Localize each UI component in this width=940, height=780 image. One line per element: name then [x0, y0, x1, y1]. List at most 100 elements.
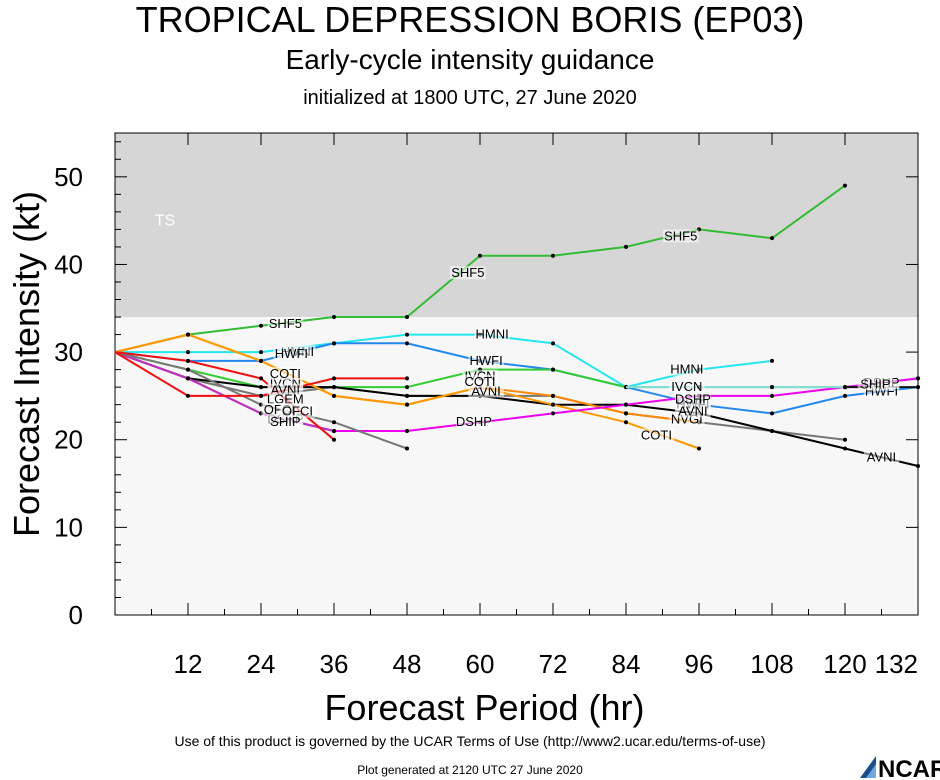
series-point [332, 437, 336, 442]
series-ship [114, 351, 409, 398]
chart-subtitle: Early-cycle intensity guidance [285, 44, 655, 75]
series-point [551, 367, 555, 372]
series-point [624, 244, 628, 249]
x-tick-label: 108 [750, 649, 793, 679]
series-point [405, 393, 409, 398]
series-point [770, 393, 774, 398]
series-label-bg [279, 404, 316, 418]
series-label-bg [857, 377, 894, 391]
series-label-bg [273, 346, 310, 360]
series-point [843, 446, 847, 451]
generated-time-text: Plot generated at 2120 UTC 27 June 2020 [357, 763, 583, 777]
y-tick-label: 50 [54, 162, 83, 192]
series-point [624, 420, 628, 425]
series-point [770, 236, 774, 241]
series-line-hmni [115, 333, 773, 389]
series-point [405, 341, 409, 346]
x-tick-label: 12 [174, 649, 203, 679]
series-point [259, 323, 263, 328]
series-label-dshp: DSHP [456, 414, 492, 429]
series-point [332, 341, 336, 346]
series-label-coti: COTI [641, 427, 672, 442]
chart-title: TROPICAL DEPRESSION BORIS (EP03) [135, 0, 805, 40]
series-point [551, 402, 555, 407]
series-label-hmni: HMNI [670, 362, 703, 377]
series-label-bg [474, 327, 510, 341]
series-label-bg [468, 353, 504, 367]
series-label-dshp: DSHP [675, 391, 711, 406]
x-tick-label: 48 [393, 649, 422, 679]
series-point [697, 446, 701, 451]
series-point [186, 376, 190, 381]
series-label-bg [662, 229, 699, 243]
series-point [624, 402, 628, 407]
x-tick-label: 60 [466, 649, 495, 679]
series-point [186, 393, 190, 398]
series-point [843, 437, 847, 442]
ncar-logo-mark-inner [866, 764, 876, 778]
x-tick-label: 24 [247, 649, 276, 679]
y-tick-label: 0 [69, 600, 83, 630]
init-time-line: initialized at 1800 UTC, 27 June 2020 [303, 87, 637, 109]
series-point [405, 446, 409, 451]
series-label-ofci: OFCI [282, 404, 313, 419]
series-point [259, 385, 263, 390]
series-point [770, 358, 774, 363]
series-point [405, 428, 409, 433]
terms-of-use-text: Use of this product is governed by the U… [174, 733, 766, 749]
series-label-hwfi: HWFI [275, 346, 308, 361]
series-point [405, 332, 409, 337]
series-point [843, 183, 847, 188]
intensity-chart: TS 0 10 20 30 40 50 12 24 36 48 60 72 84 96 108 120 132 Fo… [6, 132, 920, 728]
x-tick-label: 120 [823, 649, 866, 679]
series-coti [114, 332, 701, 451]
series-point [770, 385, 774, 390]
series-label-shf5: SHF5 [451, 265, 484, 280]
series-label-bg [638, 428, 675, 442]
series-label-bg [456, 415, 492, 429]
x-tick-label: 84 [612, 649, 641, 679]
series-point [332, 420, 336, 425]
series-label-bg [669, 362, 705, 376]
series-point [478, 253, 482, 258]
series-point [551, 341, 555, 346]
series-label-coti: COTI [464, 374, 495, 389]
x-axis-title: Forecast Period (hr) [324, 687, 644, 728]
series-label-lgem: LGEM [267, 391, 304, 406]
series-point [770, 411, 774, 416]
series-label-bg [267, 415, 304, 429]
ts-band [115, 133, 918, 318]
series-label-bg [267, 367, 304, 380]
series-point [843, 393, 847, 398]
y-tick-label: 20 [54, 425, 83, 455]
series-label-bg [450, 266, 486, 280]
series-label-bg [863, 450, 900, 464]
series-point [332, 393, 336, 398]
series-label-bg [267, 317, 304, 331]
series-line-avni [114, 351, 919, 467]
series-label-bg [267, 392, 304, 406]
series-label-hmni: HMNI [476, 327, 509, 342]
series-point [259, 376, 263, 381]
series-point [624, 411, 628, 416]
x-tick-label: 72 [539, 649, 568, 679]
series-label-bg [462, 374, 498, 388]
series-point [332, 376, 336, 381]
ncar-logo-text: NCAR [878, 756, 940, 780]
series-label-bg [669, 380, 705, 394]
y-tick-label: 30 [54, 337, 83, 367]
series-point [186, 350, 190, 355]
series-point [405, 385, 409, 390]
ts-band-label: TS [155, 213, 175, 230]
series-point [916, 464, 920, 469]
series-point [186, 358, 190, 363]
series-label-coti: COTI [270, 366, 301, 381]
x-tick-label: 36 [320, 649, 349, 679]
series-point [405, 315, 409, 320]
x-tick-label: 132 [875, 649, 918, 679]
series-point [770, 428, 774, 433]
series-point [551, 411, 555, 416]
series-shf5 [114, 183, 847, 354]
series-label-ship: SHIP [270, 414, 300, 429]
ncar-logo: NCAR [860, 756, 940, 780]
